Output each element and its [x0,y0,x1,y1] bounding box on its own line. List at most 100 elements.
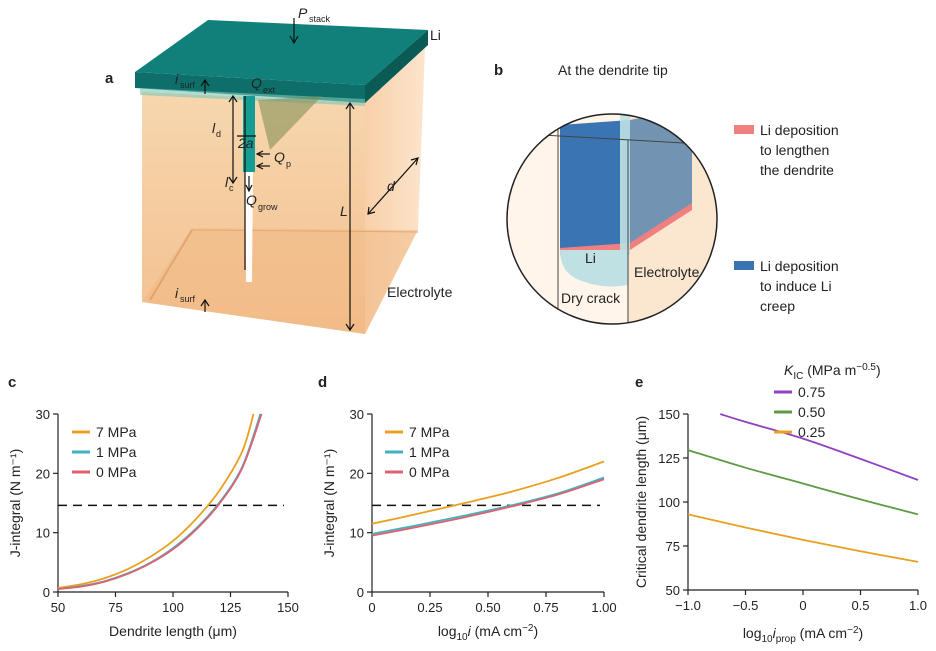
panel-b: b At the dendrite tip Li Electrolyte Dry… [494,62,839,325]
y-tick-label: 0 [43,585,50,600]
li-deposit-right [630,203,692,250]
legend-lengthen-line1: Li deposition [760,122,839,138]
legend-label: 1 MPa [96,444,137,460]
panel-letter-b: b [494,62,503,79]
label-isurf-bot: i [175,285,179,301]
y-tick-label: 150 [658,407,680,422]
legend-label: 1 MPa [409,444,450,460]
x-tick-label: 100 [162,600,184,615]
label-isurf-top: i [175,71,179,87]
y-tick-label: 10 [350,526,364,541]
x-tick-label: 0.25 [417,600,442,615]
series-line-1-MPa [57,413,262,590]
legend-label: 0.75 [798,384,825,400]
series-line-0-25 [687,513,919,563]
label-electrolyte-b: Electrolyte [634,264,700,280]
label-electrolyte-a: Electrolyte [387,284,453,300]
y-tick-label: 10 [36,526,50,541]
legend-creep-line2: to induce Li [760,278,832,294]
box-back-edge [191,229,419,233]
label-d: d [387,178,396,194]
label-lc: l [225,174,229,190]
label-qext: Q [251,75,262,91]
legend-lengthen-line2: to lengthen [760,142,829,158]
legend-lengthen-line3: the dendrite [760,162,834,178]
y-tick-label: 75 [666,539,680,554]
x-tick-label: 0.75 [533,600,558,615]
x-tick-label: −0.5 [733,598,759,613]
legend-label: 7 MPa [409,424,450,440]
x-tick-label: 150 [277,600,299,615]
y-axis-title: J-integral (N m⁻¹) [321,449,337,558]
electrolyte-bottom-face [142,228,418,334]
li-slab-side [365,30,428,103]
label-qp: Q [274,149,285,165]
label-ld-sub: d [216,129,221,139]
y-tick-label: 50 [666,583,680,598]
label-li: Li [430,27,441,43]
annotation-lines [200,18,419,332]
x-tick-label: 1.0 [909,598,927,613]
x-tick-label: 0.50 [475,600,500,615]
legend-swatch-creep [734,261,754,270]
dry-crack [245,172,253,282]
panel-letter-d: d [318,374,327,391]
li-tip [560,250,628,287]
li-block-left [560,120,630,255]
x-tick-label: −1.0 [675,598,701,613]
label-isurf-top-sub: surf [180,80,196,90]
legend-label: 7 MPa [96,424,137,440]
legend-creep-line3: creep [760,298,795,314]
label-qext-sub: ext [263,85,276,95]
label-dry-crack: Dry crack [561,290,621,306]
panel-b-title: At the dendrite tip [558,62,668,78]
x-tick-label: 0 [368,600,375,615]
li-slab-front [135,72,365,103]
panel-a: a [105,5,453,334]
y-tick-label: 30 [36,407,50,422]
label-qgrow: Q [246,192,257,208]
magnifier-outline [506,113,718,325]
label-p-sub: stack [309,14,331,24]
y-tick-label: 20 [36,466,50,481]
label-qgrow-sub: grow [258,202,278,212]
x-axis-title: Dendrite length (μm) [109,623,237,639]
series-line-0-MPa [371,478,605,537]
y-tick-label: 125 [658,451,680,466]
x-tick-label: 1.00 [591,600,616,615]
series-line-7-MPa [371,460,605,525]
legend-label: 0.25 [798,424,825,440]
x-tick-label: 125 [220,600,242,615]
label-qp-sub: p [286,159,291,169]
panel-letter-c: c [8,374,16,391]
bottom-crack-edge [149,229,193,301]
label-isurf-bot-sub: surf [180,294,196,304]
legend-label: 0.50 [798,404,825,420]
series-line-0-MPa [57,413,263,590]
y-axis-title: J-integral (N m⁻¹) [7,449,23,558]
panel-letter-a: a [105,70,114,87]
legend-swatch-lengthen [734,125,754,134]
y-tick-label: 100 [658,495,680,510]
label-li-b: Li [585,250,596,266]
label-2a: 2a [237,135,254,151]
chart-c: c 50 75 100 125 150 0 10 20 30 Dendrite length (μm… [7,374,299,639]
label-ld: l [212,120,216,136]
legend-title: KIC (MPa m−0.5) [784,362,881,382]
x-axis-title: log10iprop (mA cm−2) [743,625,863,645]
dendrite-channel [620,114,630,255]
label-p: P [298,5,308,21]
dendrite [243,96,255,172]
series-line-1-MPa [371,476,605,535]
series-line-0-50 [687,449,919,516]
series-line-0-75 [719,413,919,481]
li-slab-top [135,20,428,85]
x-tick-label: 75 [108,600,122,615]
legend-label: 0 MPa [96,464,137,480]
label-lc-sub: c [229,183,234,193]
label-L: L [340,203,348,219]
legend-creep-line1: Li deposition [760,258,839,274]
legend-label: 0 MPa [409,464,450,480]
x-axis-title: log10i (mA cm−2) [438,623,538,643]
chart-d: d 0 0.25 0.50 0.75 1.00 0 10 20 30 log10i (mA cm−2… [318,374,617,643]
